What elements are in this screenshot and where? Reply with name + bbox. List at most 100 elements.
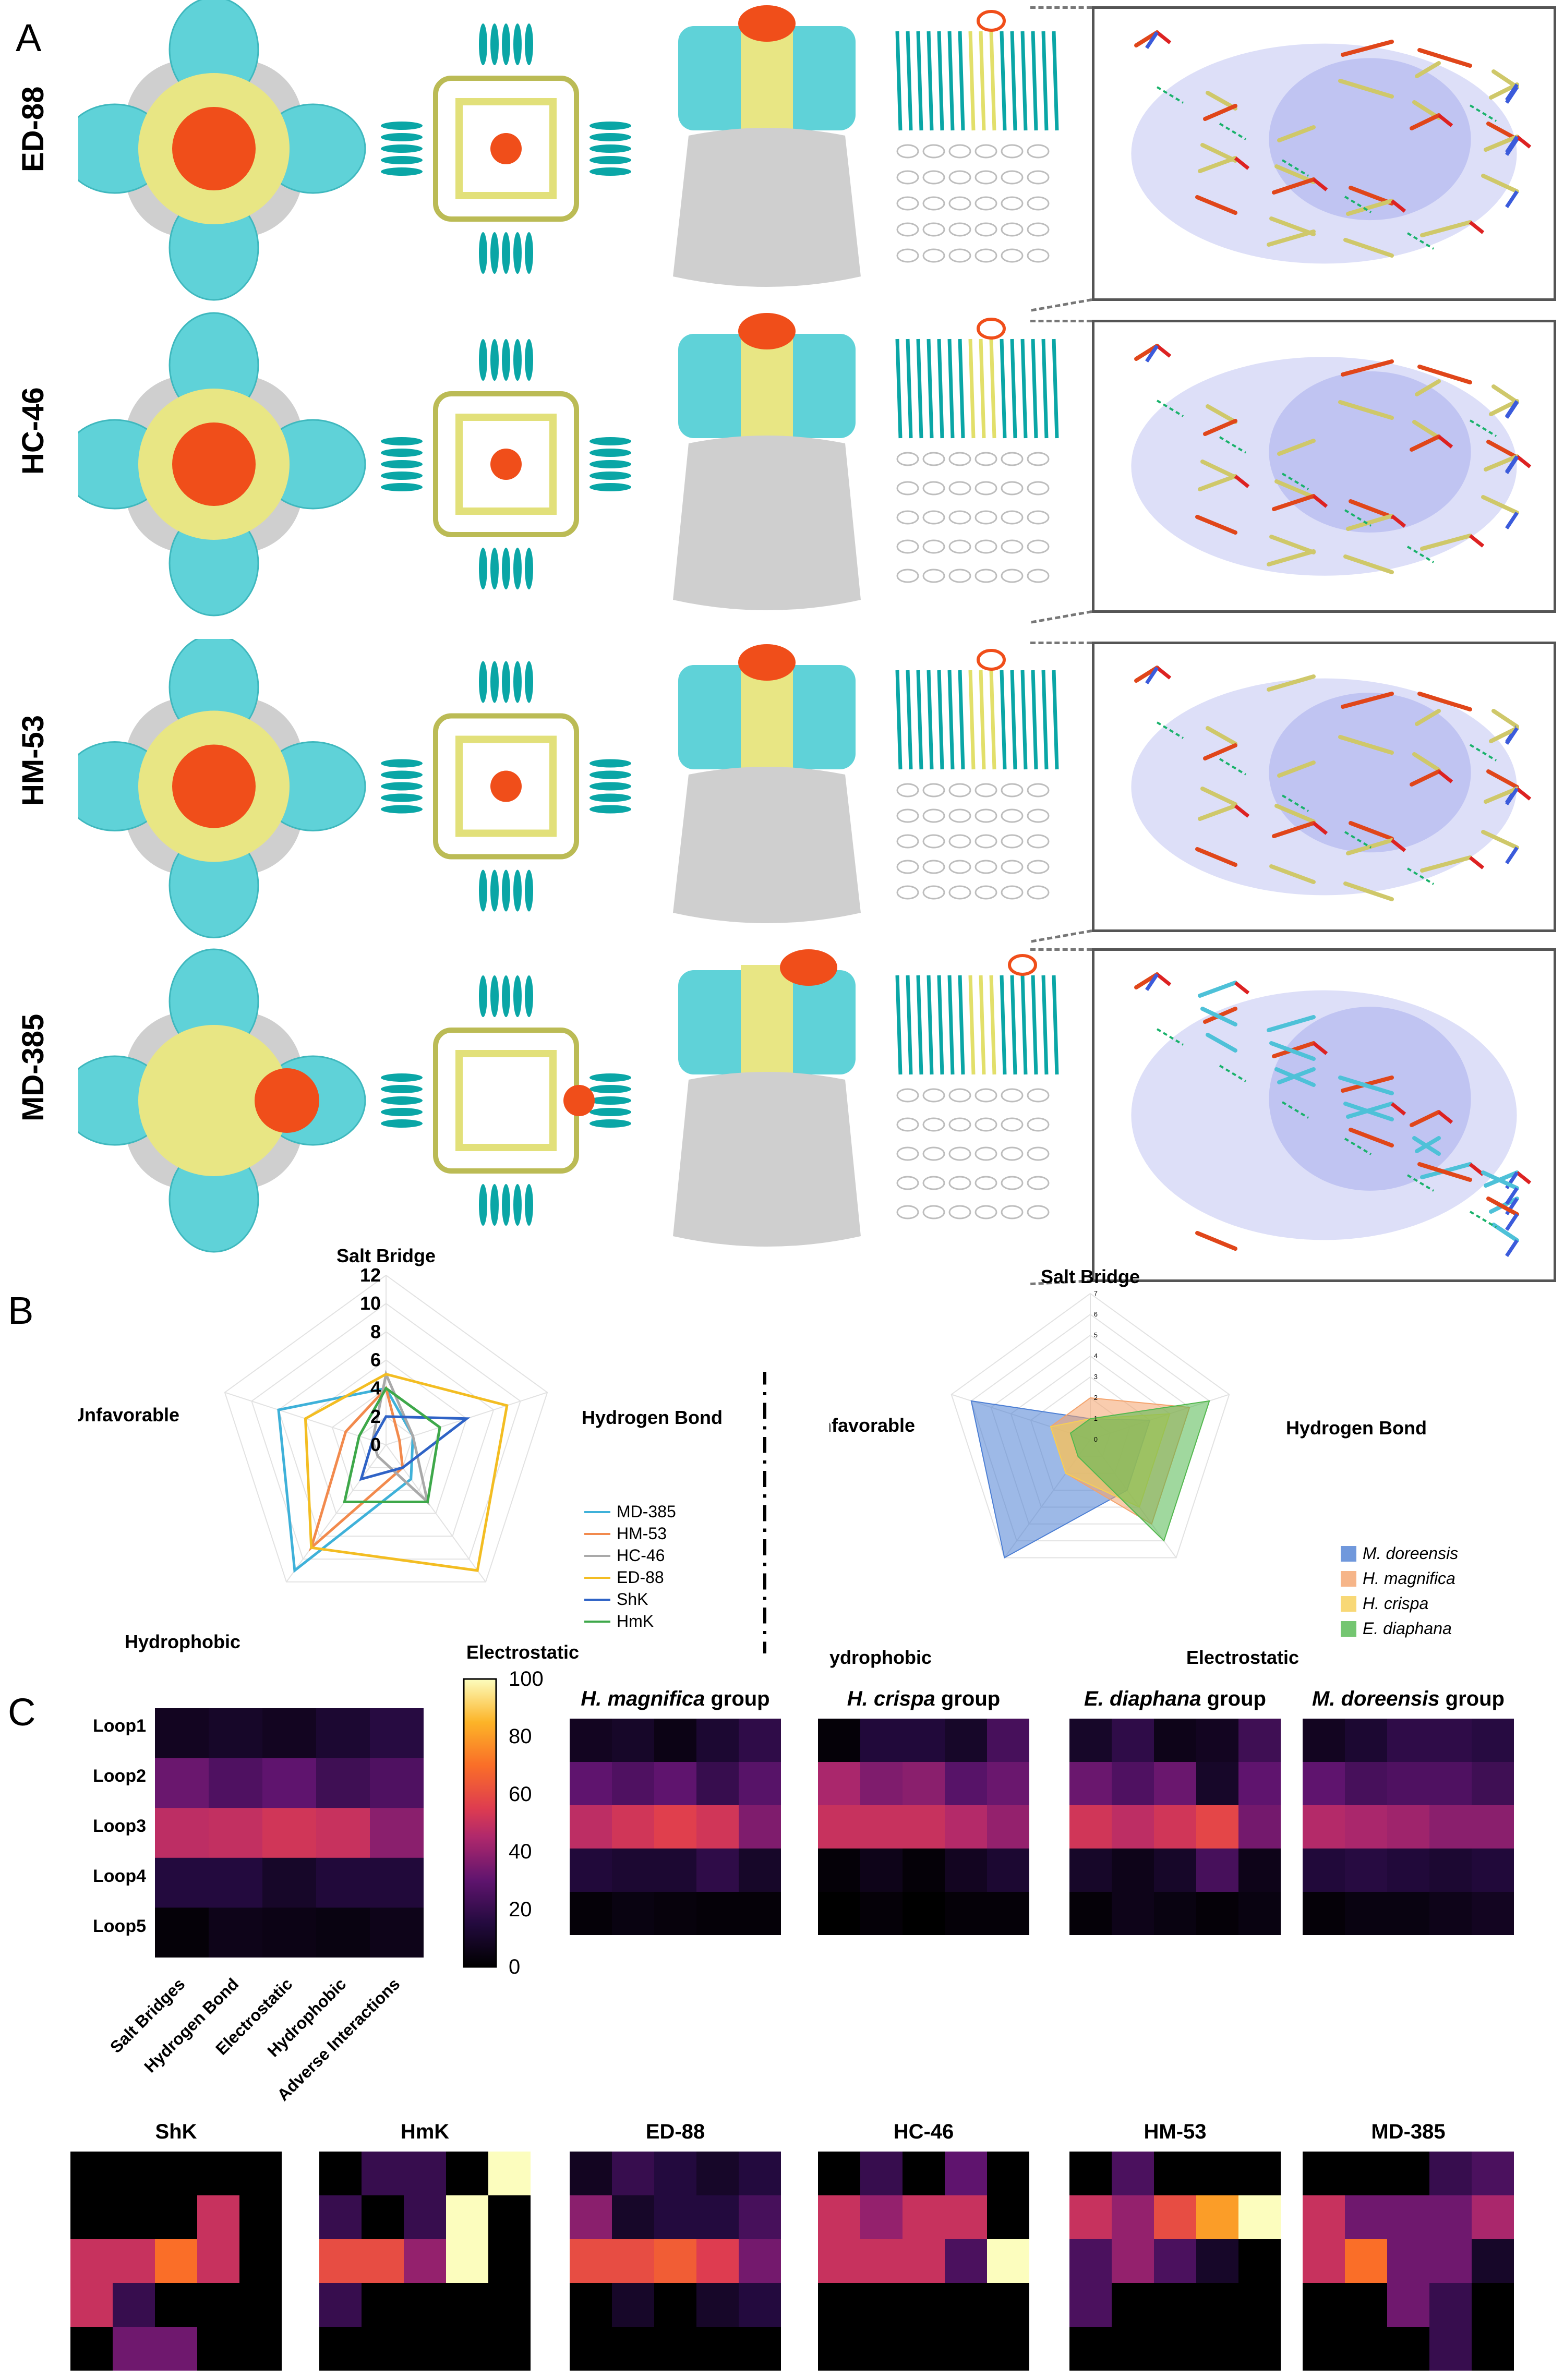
legend-item: E. diaphana <box>1341 1619 1452 1638</box>
heat-cell <box>319 2195 362 2240</box>
heat-cell <box>1196 1762 1239 1806</box>
heat-cell <box>155 2283 198 2327</box>
heat-cell <box>696 1849 739 1892</box>
heat-cell <box>1112 1762 1154 1806</box>
heat-cell <box>1345 2327 1388 2371</box>
heat-cell <box>570 1805 612 1849</box>
heat-cell <box>860 1762 903 1806</box>
heat-cell <box>1196 2327 1239 2371</box>
heat-cell <box>1069 1805 1112 1849</box>
grid-ring <box>970 1313 1210 1542</box>
interaction-sticks <box>1131 972 1532 1257</box>
axis-label: Unfavorable <box>829 1415 915 1436</box>
heat-cell <box>612 2283 655 2327</box>
heat-cell <box>570 1762 612 1806</box>
heat-cell <box>945 2283 988 2327</box>
heat-cell <box>1069 2283 1112 2327</box>
connector-top <box>1030 642 1092 644</box>
heat-cell <box>1112 2327 1154 2371</box>
heat-cell <box>404 2239 447 2284</box>
heat-cell <box>1387 1892 1430 1935</box>
heat-cell <box>155 1808 209 1858</box>
heat-cell <box>197 2283 240 2327</box>
heat-cell <box>1069 1762 1112 1806</box>
axis-label: Unfavorable <box>78 1404 179 1425</box>
heat-cell <box>239 2239 282 2284</box>
heat-cell <box>1303 1805 1345 1849</box>
heat-cell <box>239 2283 282 2327</box>
legend-item: HM-53 <box>584 1524 667 1543</box>
heat-cell <box>1154 1892 1197 1935</box>
heat-cell <box>1154 1805 1197 1849</box>
heat-cell <box>570 2327 612 2371</box>
colorbar-tick: 20 <box>509 1898 532 1921</box>
heat-cell <box>1303 2283 1345 2327</box>
connector-top <box>1030 948 1092 951</box>
heat-cell <box>362 2152 404 2196</box>
heat-cell <box>155 1758 209 1808</box>
heat-cell <box>1154 2327 1197 2371</box>
tick-label: 0 <box>1094 1435 1098 1443</box>
heat-cell <box>1387 1719 1430 1762</box>
heat-cell <box>903 2152 945 2196</box>
heat-cell <box>1345 1849 1388 1892</box>
connector-top <box>1030 320 1092 322</box>
heat-cell <box>262 1758 317 1808</box>
heat-cell <box>239 2195 282 2240</box>
heat-cell <box>612 2195 655 2240</box>
legend-swatch <box>584 1620 610 1623</box>
row-label: Loop2 <box>93 1766 146 1786</box>
heat-cell <box>1387 2239 1430 2284</box>
heatmap-main-grid <box>155 1708 424 1958</box>
heat-cell <box>319 2152 362 2196</box>
top-view-cartoon <box>381 661 631 912</box>
heat-cell <box>209 1857 263 1908</box>
tick-label: 3 <box>1094 1373 1098 1381</box>
heat-cell <box>1387 1805 1430 1849</box>
colorbar-tick: 100 <box>509 1668 544 1690</box>
heat-cell <box>903 2239 945 2284</box>
group-title-species: H. crispa <box>847 1687 935 1710</box>
heat-cell <box>860 1805 903 1849</box>
heat-cell <box>1154 1849 1197 1892</box>
toxin-heatmap-title: HC-46 <box>893 2120 954 2143</box>
series-hc-46 <box>371 1370 430 1506</box>
heat-cell <box>262 1808 317 1858</box>
heat-cell <box>818 1805 861 1849</box>
heat-cell <box>1154 2283 1197 2327</box>
heat-cell <box>1429 1892 1472 1935</box>
toxin-heatmap-grid <box>1069 2152 1281 2371</box>
heat-cell <box>1196 1719 1239 1762</box>
heat-cell <box>446 2239 489 2284</box>
row-label: Loop1 <box>93 1716 146 1736</box>
legend-label: H. magnifica <box>1363 1569 1455 1588</box>
heat-cell <box>860 1892 903 1935</box>
heat-cell <box>818 2195 861 2240</box>
side-view-cartoon <box>895 954 1059 1219</box>
heat-cell <box>1303 2327 1345 2371</box>
heat-cell <box>155 1857 209 1908</box>
axis-label: Salt Bridge <box>336 1247 436 1266</box>
heat-cell <box>1387 1762 1430 1806</box>
heat-cell <box>1238 1805 1281 1849</box>
axis-label: Electrostatic <box>466 1641 579 1663</box>
heat-cell <box>316 1808 370 1858</box>
group-heatmap-title: M. doreensis group <box>1292 1687 1524 1711</box>
heat-cell <box>209 1708 263 1759</box>
heat-cell <box>113 2239 155 2284</box>
heat-cell <box>945 1762 988 1806</box>
heat-cell <box>488 2239 531 2284</box>
tick-label: 0 <box>370 1434 381 1455</box>
heat-cell <box>1069 1892 1112 1935</box>
heat-cell <box>1387 1849 1430 1892</box>
column-label: Electrostatic <box>211 1974 296 2059</box>
heat-cell <box>319 2327 362 2371</box>
heat-cell <box>70 2327 113 2371</box>
legend-swatch <box>584 1532 610 1535</box>
heat-cell <box>1069 2152 1112 2196</box>
heat-cell <box>570 1892 612 1935</box>
legend-item: HmK <box>584 1612 654 1631</box>
heat-cell <box>696 1892 739 1935</box>
heat-cell <box>1196 1892 1239 1935</box>
